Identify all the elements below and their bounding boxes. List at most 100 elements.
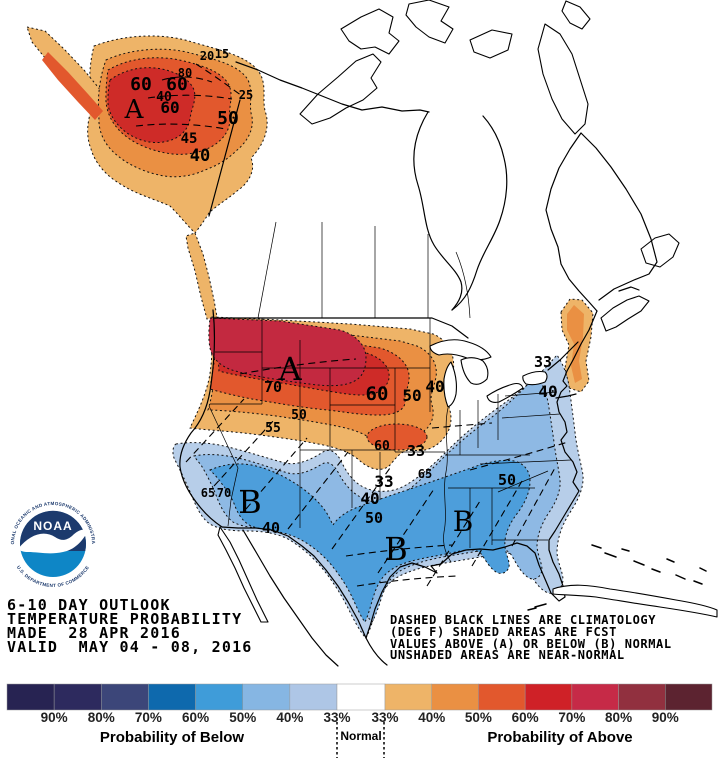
contour-label: 80 — [178, 66, 192, 80]
legend-swatch-above — [571, 683, 619, 711]
legend-swatch-normal — [336, 683, 386, 711]
province-border-5 — [455, 251, 471, 319]
prince-edward-island — [618, 286, 640, 292]
contour-label: 50 — [217, 108, 239, 129]
note-block: DASHED BLACK LINES ARE CLIMATOLOGY (DEG … — [390, 613, 671, 662]
contour-label: 50 — [498, 471, 516, 489]
contour-label: 60 — [366, 383, 389, 405]
title-line-1: 6-10 DAY OUTLOOK — [7, 596, 171, 614]
region-letter: B — [238, 483, 262, 521]
geography-outlines — [179, 0, 718, 667]
contour-label: 40 — [538, 382, 557, 401]
legend-swatch-below — [6, 683, 55, 711]
province-border-1 — [257, 221, 277, 319]
contour-label: 70 — [217, 486, 231, 500]
legend-swatch-below — [289, 683, 338, 711]
legend-tick-label: 60% — [512, 710, 539, 725]
legend-swatch-below — [101, 683, 149, 711]
legend-swatch-above — [478, 683, 526, 711]
legend-swatch-below — [242, 683, 291, 711]
alaska-canada-border — [208, 99, 241, 217]
baffin-island — [537, 23, 589, 135]
bahamas-islets — [527, 544, 707, 611]
contour-label: 50 — [365, 509, 383, 527]
below-normal-regions — [172, 354, 584, 639]
legend-tick-label: 80% — [88, 710, 115, 725]
above-normal-regions — [26, 26, 594, 470]
legend-swatch-below — [53, 683, 102, 711]
legend-tick-label: 40% — [418, 710, 445, 725]
contour-label: 50 — [291, 408, 307, 423]
contour-label: 15 — [215, 47, 229, 61]
seagull-icon — [18, 529, 88, 554]
mexico-east-coast — [365, 637, 388, 666]
lake-ontario — [522, 370, 548, 386]
cuba — [552, 584, 718, 618]
south-50-region — [209, 459, 531, 623]
nova-scotia — [600, 295, 650, 332]
gulf-atlantic-coast — [365, 310, 598, 639]
south-40-region — [193, 374, 561, 623]
contour-label: 65 — [201, 486, 215, 500]
legend-swatch-above — [431, 683, 479, 711]
contour-label: 33 — [534, 353, 552, 371]
panhandle-strip — [185, 232, 218, 320]
hudson-bay-east — [451, 115, 508, 311]
contour-label: 40 — [190, 146, 210, 166]
contour-label: 20 — [200, 49, 214, 63]
note-line-2: (DEG F) SHADED AREAS ARE FCST — [390, 625, 617, 639]
baja-california — [217, 526, 269, 623]
legend-tick-labels: 90% 80% 70% 60% 50% 40% 33% 33% 40% 50% 60% 70% 80% 9… — [41, 710, 679, 725]
us-mexico-border — [221, 526, 367, 639]
contour-label: 40 — [262, 519, 280, 537]
contour-label: 33 — [407, 442, 425, 460]
contour-label: 60 — [166, 74, 188, 95]
pacific-coast — [179, 309, 223, 528]
legend-swatch-below — [148, 683, 196, 711]
legend-swatch-above — [618, 683, 666, 711]
region-letter: B — [453, 505, 474, 538]
state-borders — [208, 318, 572, 563]
contour-label: 60 — [130, 74, 152, 95]
kansas-60-pocket — [366, 423, 428, 451]
hudson-bay-west — [413, 111, 463, 311]
legend-swatch-below — [195, 683, 243, 711]
contour-label: 45 — [181, 131, 198, 147]
arctic-island-1 — [299, 53, 382, 125]
alaska-coast-red-strip — [42, 52, 103, 120]
legend-tick-label: 33% — [371, 710, 398, 725]
st-lawrence-coast — [545, 132, 598, 312]
contour-label: 55 — [265, 421, 281, 436]
legend-tick-label: 80% — [605, 710, 632, 725]
title-line-4: VALID MAY 04 - 08, 2016 — [7, 638, 253, 656]
legend-tick-label: 60% — [182, 710, 209, 725]
nw-70-core — [208, 317, 367, 387]
legend-tick-label: 33% — [323, 710, 350, 725]
long-island — [555, 393, 577, 399]
contour-label: 60 — [160, 98, 179, 117]
contour-label: 40 — [425, 377, 444, 396]
note-line-4: UNSHADED AREAS ARE NEAR-NORMAL — [390, 648, 625, 662]
legend-tick-label: 90% — [41, 710, 68, 725]
region-letter: B — [384, 530, 408, 568]
contour-label: 70 — [264, 378, 282, 396]
us-canada-border-east — [547, 341, 579, 371]
legend-swatch-above — [524, 683, 573, 711]
legend-swatch-above — [384, 683, 432, 711]
legend-swatch-above — [665, 683, 713, 711]
us-canada-border — [213, 317, 469, 339]
region-letter: A — [277, 350, 302, 388]
title-line-3: MADE 28 APR 2016 — [7, 624, 181, 642]
lake-huron — [460, 357, 489, 385]
contour-label: 40 — [360, 489, 379, 508]
mexico-west-coast — [242, 529, 339, 667]
labrador-coast — [580, 132, 658, 301]
above-caption: Probability of Above — [487, 729, 632, 746]
arctic-island-2 — [340, 8, 400, 55]
arctic-island-5 — [469, 29, 513, 59]
legend-color-bar — [6, 683, 713, 711]
contour-label: 65 — [418, 467, 432, 481]
